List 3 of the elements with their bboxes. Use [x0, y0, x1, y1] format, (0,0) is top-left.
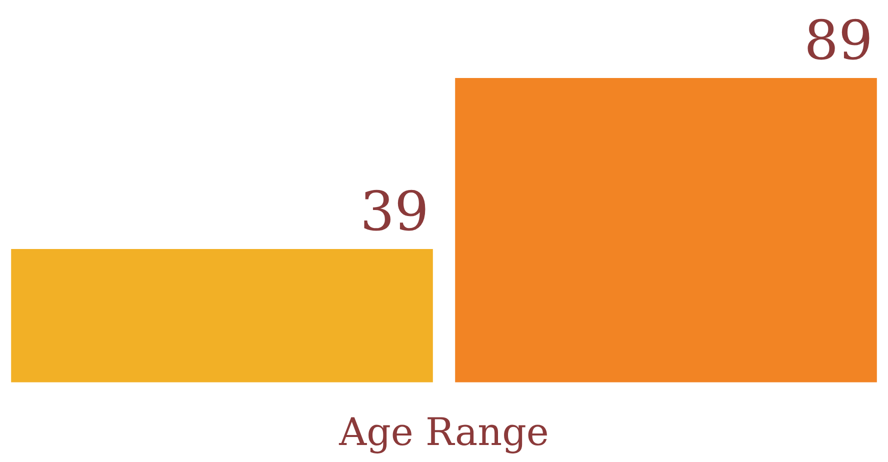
data-label: 89: [804, 9, 873, 72]
data-label: 39: [360, 180, 429, 244]
x-axis-title: Age Range: [338, 410, 549, 454]
